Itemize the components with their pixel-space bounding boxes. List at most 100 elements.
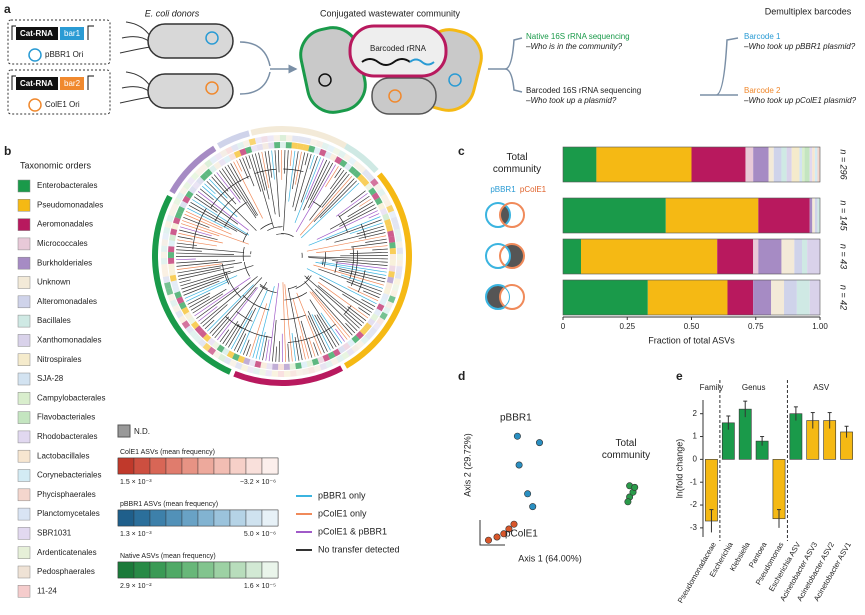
bar-segment bbox=[814, 147, 818, 182]
heat-tile bbox=[285, 142, 292, 149]
tree-branch bbox=[192, 199, 250, 236]
venn-circle bbox=[499, 244, 510, 268]
bar-segment bbox=[781, 239, 795, 274]
venn-fill bbox=[500, 203, 510, 227]
legend-label: Corynebacteriales bbox=[37, 471, 101, 480]
scale-swatch bbox=[117, 457, 135, 475]
heat-tile bbox=[371, 192, 380, 201]
scale-swatch bbox=[245, 561, 263, 579]
heat-tile bbox=[173, 197, 182, 206]
legend-label: Xanthomonadales bbox=[37, 336, 102, 345]
heat-tile bbox=[278, 363, 284, 370]
heat-tile bbox=[188, 185, 197, 195]
tree-branch bbox=[299, 176, 353, 236]
scale-low: 1.5 × 10⁻³ bbox=[120, 479, 152, 486]
heat-tile bbox=[318, 148, 327, 157]
tree-branch bbox=[178, 266, 234, 280]
transfer-label: pColE1 & pBBR1 bbox=[318, 526, 387, 536]
scale-swatch bbox=[181, 561, 199, 579]
heat-tile bbox=[326, 144, 336, 153]
tree-branch bbox=[347, 201, 374, 218]
bar-segment bbox=[809, 198, 813, 233]
tree-branch bbox=[181, 265, 254, 290]
scale-swatch bbox=[197, 509, 215, 527]
heat-tile bbox=[204, 168, 213, 178]
heat-tile bbox=[258, 368, 266, 376]
tree-branch bbox=[251, 154, 274, 228]
heat-tile bbox=[268, 142, 275, 149]
heat-tile bbox=[384, 218, 392, 227]
tree-arc bbox=[260, 222, 273, 230]
venn-icons bbox=[485, 202, 525, 310]
barcode-question: –Who took up pBBR1 plasmid? bbox=[743, 42, 856, 51]
bar-segment bbox=[802, 147, 805, 182]
tree-branch bbox=[197, 191, 249, 231]
heat-tile bbox=[360, 178, 370, 187]
heat-tile bbox=[221, 347, 230, 356]
heat-tile bbox=[383, 287, 392, 295]
heat-tile bbox=[388, 210, 397, 219]
legend-label: Nitrospirales bbox=[37, 355, 81, 364]
legend-label: Campylobacterales bbox=[37, 393, 105, 402]
tree-arc bbox=[225, 271, 242, 298]
heat-tile bbox=[306, 359, 314, 368]
heat-tile bbox=[267, 135, 274, 142]
tree-branch bbox=[196, 287, 239, 319]
tree-branch bbox=[274, 150, 280, 217]
rrna-barcode bbox=[409, 58, 435, 66]
heat-tile bbox=[228, 152, 237, 161]
heat-tile bbox=[177, 206, 185, 214]
tree-branch bbox=[176, 249, 202, 252]
scale-swatch bbox=[181, 509, 199, 527]
heat-tile bbox=[381, 292, 390, 301]
tree-branch bbox=[291, 333, 296, 362]
tree-branch bbox=[252, 334, 260, 358]
panel-label: b bbox=[4, 144, 11, 158]
heat-tile bbox=[265, 369, 272, 377]
heat-tile bbox=[311, 358, 320, 366]
legend-label: Unknown bbox=[37, 278, 70, 287]
tree-branch bbox=[289, 150, 292, 167]
heat-tile bbox=[233, 150, 242, 159]
tree-branch bbox=[239, 289, 268, 354]
tree-branch bbox=[359, 198, 372, 207]
heat-tile bbox=[169, 274, 177, 282]
tree-branch bbox=[334, 228, 385, 243]
heat-tile bbox=[199, 163, 209, 172]
recipient-cell bbox=[348, 24, 448, 78]
tree-branch bbox=[200, 276, 258, 325]
cassette-label: Cat-RNA bbox=[20, 79, 53, 88]
bar-segment bbox=[794, 239, 803, 274]
heat-tile bbox=[352, 160, 362, 170]
venn-circle bbox=[499, 202, 525, 228]
tree-arc bbox=[259, 283, 268, 290]
heat-tile bbox=[172, 217, 181, 225]
bar-segment bbox=[758, 239, 782, 274]
bar-segment bbox=[563, 280, 648, 315]
heat-tile bbox=[161, 251, 168, 259]
tree-branch bbox=[294, 154, 312, 212]
bar-segment bbox=[753, 280, 772, 315]
tree-branch bbox=[278, 341, 280, 362]
donor-cell bbox=[147, 73, 234, 109]
tree-branch bbox=[319, 180, 357, 218]
heat-tile bbox=[164, 220, 173, 229]
heat-tile bbox=[382, 306, 391, 315]
heat-tile bbox=[385, 300, 394, 310]
heat-tile bbox=[176, 296, 185, 305]
heat-tile bbox=[273, 135, 280, 142]
tree-branch bbox=[179, 279, 191, 284]
sequencing-question: –Who is in the community? bbox=[525, 42, 623, 51]
heat-tile bbox=[346, 347, 355, 357]
heat-tile bbox=[162, 232, 170, 240]
sequencing-title: Barcoded 16S rRNA sequencing bbox=[526, 86, 641, 95]
tree-branch bbox=[300, 182, 360, 239]
heat-tile bbox=[325, 360, 334, 369]
tree-branch bbox=[306, 268, 377, 305]
heat-tile bbox=[164, 281, 172, 290]
axis-corner bbox=[479, 520, 505, 546]
heat-tile bbox=[379, 311, 388, 321]
flagella bbox=[119, 21, 151, 54]
transfer-label: pColE1 only bbox=[318, 508, 367, 518]
heat-tile bbox=[170, 228, 178, 236]
